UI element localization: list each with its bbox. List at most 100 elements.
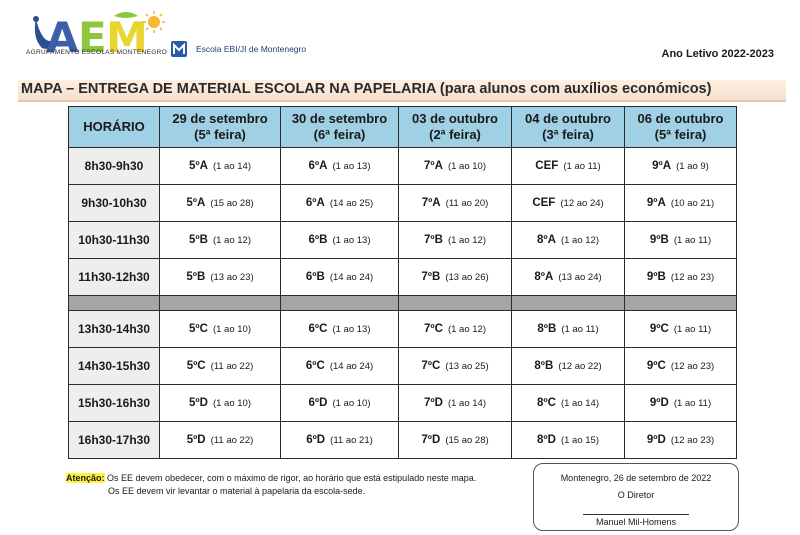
schedule-cell: 8ºB (12 ao 22) <box>511 347 625 385</box>
page-title: MAPA – ENTREGA DE MATERIAL ESCOLAR NA PA… <box>21 81 712 97</box>
table-header-row: HORÁRIO 29 de setembro (5ª feira) 30 de s… <box>68 106 737 148</box>
school-emblem-icon <box>171 41 187 57</box>
school-year: Ano Letivo 2022-2023 <box>661 48 775 60</box>
class-name: 5ºD <box>186 434 206 446</box>
document-header: A E M AGRUPAMENTO ESCOLAS MONTENEGRO Esc… <box>0 0 800 72</box>
break-cell <box>68 295 160 311</box>
student-range: (1 ao 11) <box>561 324 599 335</box>
class-name: 5ºC <box>186 360 206 372</box>
student-range: (12 ao 23) <box>670 272 715 283</box>
class-name: 9ºD <box>649 397 669 409</box>
schedule-cell: 7ºD (15 ao 28) <box>398 421 512 459</box>
schedule-cell: 9ºB (12 ao 23) <box>624 258 737 296</box>
schedule-cell: 8ºC (1 ao 14) <box>511 384 625 422</box>
class-name: 7ºA <box>421 197 441 209</box>
leaf-icon <box>114 12 138 18</box>
svg-text:A: A <box>46 13 79 62</box>
student-range: (1 ao 13) <box>332 324 371 335</box>
class-name: 9ºD <box>646 434 666 446</box>
sun-icon <box>143 11 165 33</box>
class-name: 6ºB <box>305 271 325 283</box>
schedule-cell: 6ºC (1 ao 13) <box>280 310 399 348</box>
student-range: (13 ao 24) <box>558 272 602 283</box>
time-slot: 15h30-16h30 <box>68 384 160 422</box>
schedule-cell: 7ºA (1 ao 10) <box>398 147 512 185</box>
schedule-cell: 9ºC (12 ao 23) <box>624 347 737 385</box>
signature-box: Montenegro, 26 de setembro de 2022 O Dir… <box>533 463 739 531</box>
class-name: 8ºA <box>534 271 554 283</box>
student-range: (12 ao 24) <box>560 198 604 209</box>
day-header: 04 de outubro (3ª feira) <box>511 106 625 148</box>
table-row: 16h30-17h30 5ºD (11 ao 22) 6ºD (11 ao 21) 7… <box>68 421 737 459</box>
table-row: 14h30-15h30 5ºC (11 ao 22) 6ºC (14 ao 24) 7… <box>68 347 737 385</box>
time-slot: 13h30-14h30 <box>68 310 160 348</box>
class-name: 6ºD <box>308 397 328 409</box>
class-name: 9ºC <box>646 360 666 372</box>
class-name: 7ºA <box>424 160 443 172</box>
time-slot: 10h30-11h30 <box>68 221 160 259</box>
student-range: (13 ao 26) <box>445 272 489 283</box>
school-name: Escola EBI/JI de Montenegro <box>196 44 307 54</box>
student-range: (1 ao 15) <box>560 435 599 446</box>
schedule-cell: 6ºB (14 ao 24) <box>280 258 399 296</box>
schedule-cell: 7ºB (1 ao 12) <box>398 221 512 259</box>
student-range: (12 ao 23) <box>670 435 715 446</box>
class-name: 6ºD <box>306 434 326 446</box>
time-slot: 14h30-15h30 <box>68 347 160 385</box>
schedule-cell: 8ºD (1 ao 15) <box>511 421 625 459</box>
schedule-cell: 9ºD (1 ao 11) <box>624 384 737 422</box>
school-identity: Escola EBI/JI de Montenegro <box>170 40 306 58</box>
class-name: 7ºC <box>421 360 441 372</box>
class-name: 5ºD <box>189 397 208 409</box>
logo-figure-icon <box>33 16 56 49</box>
signature-role: O Diretor <box>617 490 655 500</box>
schedule-cell: 6ºA (14 ao 25) <box>280 184 399 222</box>
class-name: 7ºD <box>424 397 443 409</box>
day-date: 29 de setembro <box>172 111 268 126</box>
student-range: (1 ao 13) <box>332 235 371 246</box>
day-weekday: (2ª feira) <box>429 127 481 142</box>
student-range: (1 ao 14) <box>212 161 251 172</box>
break-cell <box>159 295 281 311</box>
student-range: (1 ao 12) <box>447 235 486 246</box>
student-range: (1 ao 11) <box>563 161 601 172</box>
student-range: (15 ao 28) <box>210 198 254 209</box>
schedule-cell: 7ºC (13 ao 25) <box>398 347 512 385</box>
day-weekday: (5ª feira) <box>654 127 707 142</box>
class-name: 5ºC <box>189 323 208 335</box>
class-name: 9ºC <box>649 323 669 335</box>
class-name: 8ºB <box>534 360 554 372</box>
student-range: (1 ao 13) <box>332 161 371 172</box>
student-range: (14 ao 24) <box>329 361 374 372</box>
student-range: (1 ao 11) <box>673 235 712 246</box>
schedule-cell: 6ºD (11 ao 21) <box>280 421 399 459</box>
schedule-cell: 5ºB (1 ao 12) <box>159 221 281 259</box>
signature-date: Montenegro, 26 de setembro de 2022 <box>560 473 712 483</box>
aem-logo: A E M <box>22 8 172 68</box>
student-range: (1 ao 11) <box>673 324 712 335</box>
day-weekday: (6ª feira) <box>313 127 366 142</box>
student-range: (1 ao 11) <box>673 398 712 409</box>
schedule-cell: 9ºD (12 ao 23) <box>624 421 737 459</box>
schedule-cell: 5ºA (1 ao 14) <box>159 147 281 185</box>
table-row: 15h30-16h30 5ºD (1 ao 10) 6ºD (1 ao 10) 7ºD… <box>68 384 737 422</box>
break-cell <box>280 295 399 311</box>
logo-caption: AGRUPAMENTO ESCOLAS MONTENEGRO <box>26 49 167 56</box>
schedule-cell: 8ºA (13 ao 24) <box>511 258 625 296</box>
schedule-cell: 7ºC (1 ao 12) <box>398 310 512 348</box>
class-name: 6ºB <box>308 234 328 246</box>
time-slot: 8h30-9h30 <box>68 147 160 185</box>
student-range: (15 ao 28) <box>445 435 489 446</box>
table-row: 11h30-12h30 5ºB (13 ao 23) 6ºB (14 ao 24) 7… <box>68 258 737 296</box>
class-name: 6ºA <box>308 160 328 172</box>
student-range: (11 ao 22) <box>210 361 254 372</box>
student-range: (1 ao 12) <box>560 235 599 246</box>
student-range: (1 ao 14) <box>560 398 599 409</box>
class-name: 5ºA <box>189 160 208 172</box>
student-range: (11 ao 20) <box>445 198 489 209</box>
class-name: 7ºD <box>421 434 441 446</box>
schedule-cell: 5ºB (13 ao 23) <box>159 258 281 296</box>
schedule-cell: 6ºC (14 ao 24) <box>280 347 399 385</box>
day-header: 29 de setembro (5ª feira) <box>159 106 281 148</box>
student-range: (1 ao 9) <box>676 161 709 172</box>
